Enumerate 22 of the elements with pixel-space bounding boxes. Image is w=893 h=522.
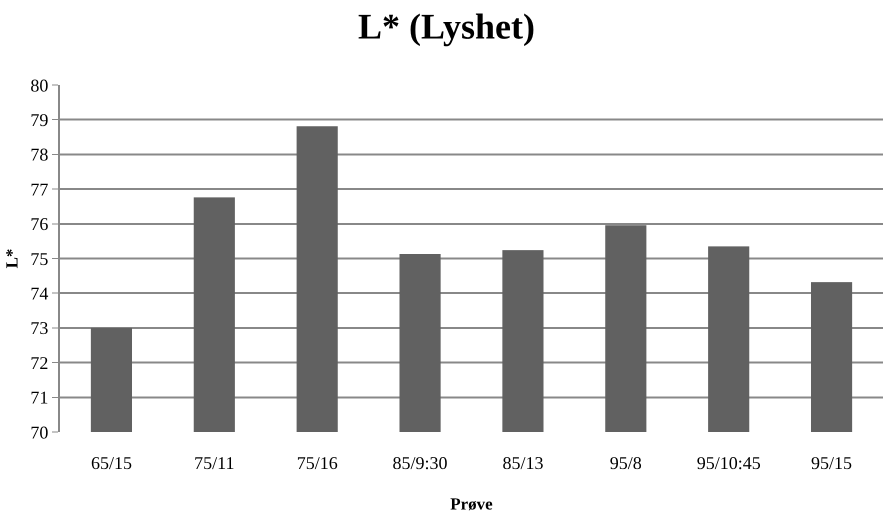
y-tick-label: 78 bbox=[30, 144, 48, 165]
chart-title: L* (Lyshet) bbox=[358, 6, 536, 46]
y-tick-label: 73 bbox=[30, 318, 48, 338]
y-tick-label: 74 bbox=[30, 284, 48, 304]
y-tick-label: 75 bbox=[30, 248, 48, 269]
y-tick-label: 77 bbox=[30, 179, 48, 200]
x-tick-label: 65/15 bbox=[90, 453, 132, 473]
y-tick-label: 80 bbox=[30, 75, 48, 96]
x-tick-label: 75/11 bbox=[194, 453, 234, 473]
y-tick-label: 72 bbox=[30, 352, 48, 373]
x-tick-label: 85/9:30 bbox=[392, 453, 448, 473]
x-tick-label: 85/13 bbox=[502, 453, 544, 473]
x-axis-title: Prøve bbox=[450, 494, 494, 514]
y-axis-title: L* bbox=[2, 248, 22, 268]
y-tick-label: 79 bbox=[30, 110, 48, 130]
x-tick-label: 75/16 bbox=[296, 453, 338, 473]
x-tick-label: 95/10:45 bbox=[696, 453, 761, 473]
x-tick-label: 95/8 bbox=[610, 453, 642, 473]
y-tick-label: 76 bbox=[30, 214, 48, 234]
x-tick-label: 95/15 bbox=[811, 453, 852, 473]
y-tick-label: 71 bbox=[30, 388, 48, 408]
y-tick-label: 70 bbox=[30, 422, 48, 442]
